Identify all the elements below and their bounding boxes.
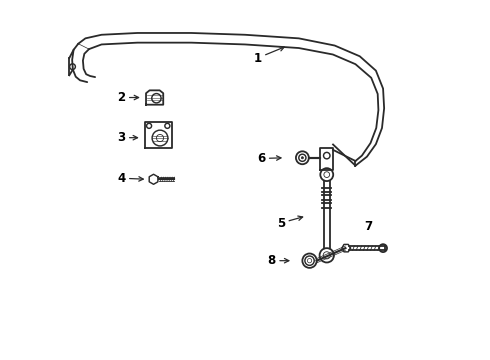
Text: 1: 1 bbox=[253, 47, 284, 64]
Text: 7: 7 bbox=[365, 220, 373, 233]
Text: 8: 8 bbox=[268, 254, 289, 267]
Text: 4: 4 bbox=[117, 172, 143, 185]
Circle shape bbox=[301, 157, 303, 159]
Text: 3: 3 bbox=[117, 131, 138, 144]
Text: 5: 5 bbox=[277, 216, 303, 230]
Text: 6: 6 bbox=[257, 152, 281, 165]
Text: 2: 2 bbox=[117, 91, 139, 104]
